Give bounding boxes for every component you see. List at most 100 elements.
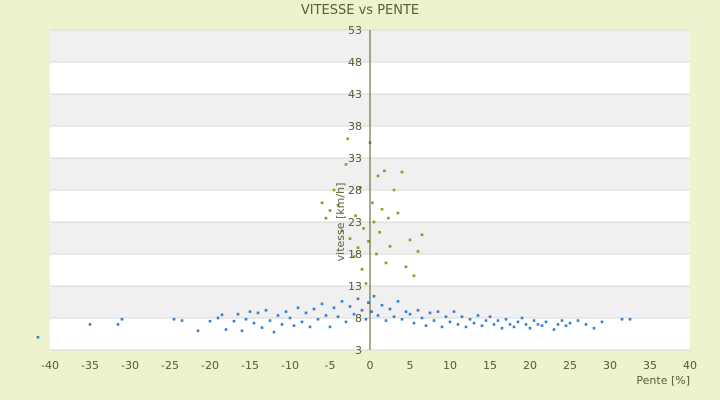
data-point [354,214,357,217]
data-point [472,321,476,325]
data-point [260,326,264,329]
x-tick-label: -20 [201,359,219,372]
data-point [356,246,360,249]
data-point [276,314,280,317]
data-point [512,325,516,329]
data-point [328,209,332,212]
data-point [320,302,324,306]
data-point [308,325,312,329]
data-point [440,325,444,329]
data-point [412,321,416,325]
data-point [408,312,412,316]
data-point [88,323,92,326]
data-point [280,323,284,326]
chart-title: VITESSE vs PENTE [301,3,419,18]
data-point [584,323,588,326]
data-point [236,312,240,316]
data-point [508,323,512,326]
data-point [116,323,120,326]
data-point [292,324,296,327]
data-point [536,323,540,326]
data-point [320,201,324,205]
data-point [400,317,404,321]
x-tick-label: 0 [367,359,374,372]
data-point [248,310,252,313]
data-point [256,311,260,315]
data-point [600,320,604,324]
data-point [592,326,596,330]
data-point [224,328,228,331]
data-point [264,309,268,312]
data-point [492,323,496,326]
data-point [520,316,524,320]
data-point [564,324,568,327]
data-point [208,319,212,323]
x-tick-label: 5 [407,359,414,372]
data-point [452,310,456,313]
data-point [540,324,544,327]
data-point [367,239,370,243]
data-point [456,323,460,326]
data-point [372,220,376,224]
x-tick-label: 15 [483,359,497,372]
y-tick-label: 13 [348,280,362,293]
data-point [371,201,374,205]
data-point [528,326,532,330]
data-point [387,216,390,220]
data-point [375,252,378,256]
x-tick-label: -25 [161,359,179,372]
data-point [272,330,276,334]
x-tick-label: -10 [281,359,299,372]
data-point [324,314,328,317]
data-point [370,310,373,313]
data-point [340,300,344,303]
data-point [544,320,548,324]
data-point [348,305,352,308]
x-tick-label: 10 [443,359,457,372]
data-point [340,229,344,233]
x-tick-label: 35 [643,359,657,372]
data-point [364,317,368,321]
data-point [196,329,200,333]
data-point [400,170,404,174]
data-point [628,317,632,321]
data-point [332,306,336,310]
data-point [384,319,388,322]
data-point [476,314,480,317]
data-point [556,323,560,326]
x-axis-label: Pente [%] [636,374,690,387]
data-point [516,320,520,324]
x-tick-label: -40 [41,359,59,372]
y-tick-label: 38 [348,120,362,133]
y-tick-label: 23 [348,216,362,229]
data-point [420,233,424,237]
data-point [404,265,408,269]
x-tick-label: 30 [603,359,617,372]
y-tick-label: 53 [348,24,362,37]
data-point [448,320,452,324]
data-point [244,317,248,321]
data-point [432,319,436,322]
data-point [392,315,396,319]
data-point [376,314,380,317]
data-point [367,301,370,304]
data-point [300,320,304,324]
data-point [484,319,488,322]
data-point [232,319,236,323]
data-point [383,169,386,173]
data-point [376,174,380,178]
x-tick-label: -5 [325,359,336,372]
y-tick-label: 3 [355,344,362,357]
x-tick-label: -15 [241,359,259,372]
data-point [364,282,368,285]
data-point [336,204,340,207]
data-point [524,323,528,326]
data-point [344,320,348,324]
data-point [252,321,256,325]
data-point [568,321,572,325]
data-point [304,311,308,315]
data-point [404,310,408,313]
data-point [316,317,320,321]
